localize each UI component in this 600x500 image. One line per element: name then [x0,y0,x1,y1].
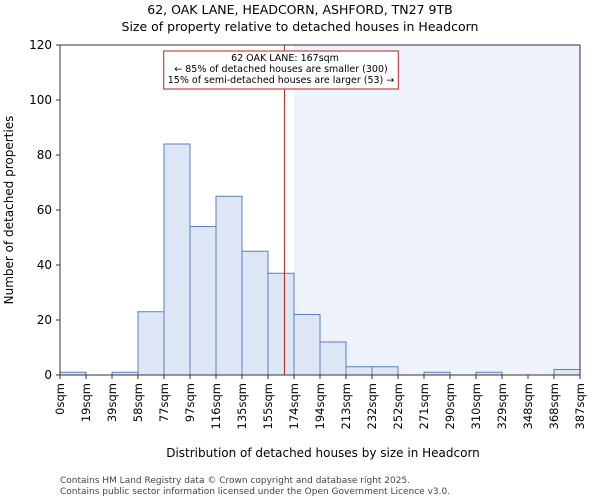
x-axis-label: Distribution of detached houses by size … [166,446,480,460]
bar-77sqm [163,143,191,376]
x-tick-label-368sqm: 368sqm [547,383,561,429]
x-tick-label-232sqm: 232sqm [365,383,379,429]
x-tick-label-155sqm: 155sqm [261,383,275,429]
footer-line-1: Contains HM Land Registry data © Crown c… [60,476,410,486]
x-tick-label-19sqm: 19sqm [79,383,93,422]
x-tick-label-194sqm: 194sqm [313,383,327,429]
x-tick-label-348sqm: 348sqm [521,383,535,429]
x-tick-label-329sqm: 329sqm [495,383,509,429]
bar-155sqm [267,272,295,376]
x-tick-label-252sqm: 252sqm [391,383,405,429]
x-tick-label-39sqm: 39sqm [105,383,119,422]
bar-368sqm [553,369,581,376]
y-tick-label-60: 60 [37,203,52,217]
x-tick-label-116sqm: 116sqm [209,383,223,429]
chart-subtitle: Size of property relative to detached ho… [122,19,479,34]
bar-135sqm [241,250,269,376]
bar-58sqm [137,311,165,376]
x-tick-label-213sqm: 213sqm [339,383,353,429]
x-tick-label-58sqm: 58sqm [131,383,145,422]
footer-line-2: Contains public sector information licen… [60,487,450,497]
x-tick-label-0sqm: 0sqm [53,383,67,415]
bar-97sqm [189,226,217,376]
larger-region-shade [294,45,580,375]
bar-194sqm [319,341,347,376]
x-tick-label-290sqm: 290sqm [443,383,457,429]
annotation-box: 62 OAK LANE: 167sqm ← 85% of detached ho… [163,50,399,90]
x-tick-label-77sqm: 77sqm [157,383,171,422]
y-tick-label-100: 100 [29,93,52,107]
x-tick-label-271sqm: 271sqm [417,383,431,429]
annotation-line-2: ← 85% of detached houses are smaller (30… [174,64,387,75]
y-tick-label-20: 20 [37,313,52,327]
x-tick-label-135sqm: 135sqm [235,383,249,429]
chart-title: 62, OAK LANE, HEADCORN, ASHFORD, TN27 9T… [147,2,452,17]
x-tick-label-97sqm: 97sqm [183,383,197,422]
y-tick-label-0: 0 [44,368,52,382]
y-tick-label-80: 80 [37,148,52,162]
x-tick-label-387sqm: 387sqm [573,383,587,429]
annotation-line-3: 15% of semi-detached houses are larger (… [168,75,395,86]
y-axis-label: Number of detached properties [2,116,16,305]
x-tick-label-310sqm: 310sqm [469,383,483,429]
y-tick-label-120: 120 [29,38,52,52]
bar-116sqm [215,195,243,376]
bar-174sqm [293,314,321,376]
y-tick-label-40: 40 [37,258,52,272]
bar-232sqm [371,366,399,376]
annotation-line-1: 62 OAK LANE: 167sqm [231,53,339,64]
x-tick-label-174sqm: 174sqm [287,383,301,429]
bar-213sqm [345,366,373,376]
